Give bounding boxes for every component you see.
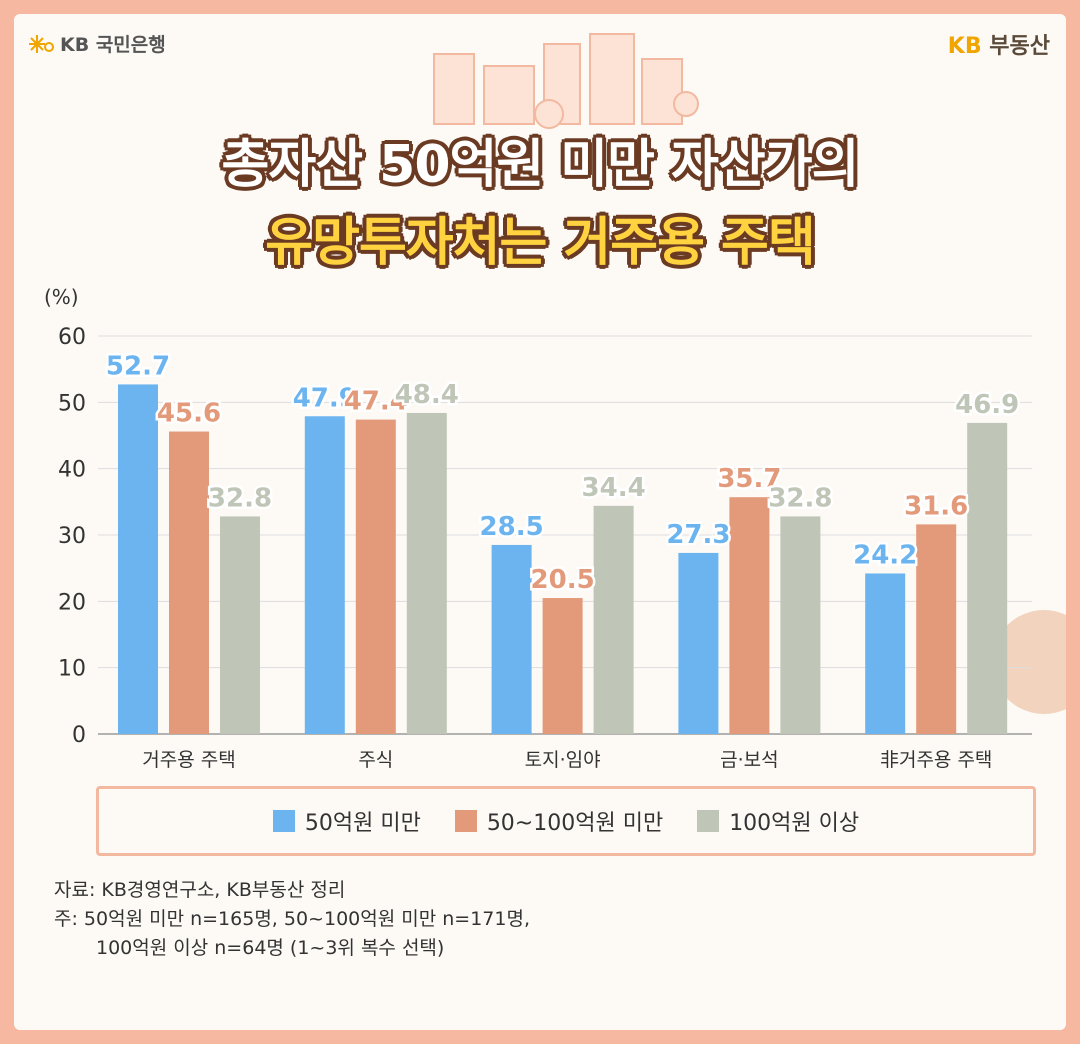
bank-logo-text: KB 국민은행 (60, 34, 166, 56)
bar (220, 516, 260, 734)
bar (304, 416, 345, 734)
title-line-2: 유망투자처는 거주용 주택 (265, 213, 815, 273)
legend-label-series-1: 50억원 미만 (304, 811, 421, 836)
legend-item-series-3: 100억원 이상 (697, 805, 859, 837)
x-tick-label: 거주용 주택 (142, 749, 235, 771)
bar (491, 544, 532, 734)
data-label: 24.2 (853, 540, 917, 570)
data-label: 27.3 (666, 520, 730, 550)
y-tick-label: 10 (58, 657, 86, 682)
bar (967, 422, 1008, 734)
kb-bank-logo: KB 국민은행 (28, 30, 166, 57)
y-tick-label: 40 (58, 458, 86, 483)
bar (169, 431, 209, 734)
bar-chart: (%) 0 10 20 30 40 50 60 52.7 45.6 32.8 47.947.448… (44, 285, 1066, 771)
brand-logo-kb: KB (947, 34, 982, 59)
sample-note-line-1: 주: 50억원 미만 n=165명, 50~100억원 미만 n=171명, (54, 908, 530, 930)
bar (355, 419, 396, 734)
infographic-frame: KB 국민은행 KB 부동산 총자산 50억원 미만 자산가의 유망투자처는 거… (14, 14, 1066, 1030)
y-tick-label: 50 (58, 391, 86, 416)
city-skyline-illustration (433, 33, 699, 129)
bar (916, 524, 957, 734)
y-tick-label: 20 (58, 590, 86, 615)
x-tick-label: 非거주용 주택 (880, 749, 992, 771)
x-tick-label: 토지·임야 (525, 749, 601, 771)
legend-label-series-3: 100억원 이상 (729, 811, 860, 836)
bar (729, 497, 770, 734)
bar (542, 598, 583, 734)
data-label: 32.8 (768, 483, 832, 513)
y-tick-label: 0 (72, 723, 86, 748)
bar (406, 412, 447, 734)
bar (865, 573, 906, 734)
legend-swatch-series-1 (272, 810, 295, 832)
legend-swatch-series-2 (454, 810, 477, 832)
x-tick-label: 금·보석 (720, 749, 778, 771)
legend-swatch-series-3 (697, 810, 720, 832)
y-tick-label: 30 (58, 524, 86, 549)
brand-logo-text: 부동산 (989, 34, 1050, 59)
source-note: 자료: KB경영연구소, KB부동산 정리 (54, 879, 346, 901)
kb-realestate-logo: KB 부동산 (948, 28, 1050, 60)
data-label: 20.5 (531, 565, 595, 595)
data-label: 35.7 (717, 464, 781, 494)
legend-item-series-1: 50억원 미만 (272, 805, 421, 837)
bar (678, 552, 719, 734)
data-label: 28.5 (480, 512, 544, 542)
legend-label-series-2: 50~100억원 미만 (486, 811, 664, 836)
data-label: 31.6 (904, 491, 968, 521)
title-line-1: 총자산 50억원 미만 자산가의 (221, 135, 860, 195)
x-tick-label: 주식 (358, 749, 393, 771)
data-label: 47.9 (293, 383, 357, 413)
legend-item-series-2: 50~100억원 미만 (454, 805, 664, 837)
data-label: 48.4 (395, 380, 459, 410)
sample-note-line-2: 100억원 이상 n=64명 (1~3위 복수 선택) (96, 937, 445, 959)
data-label: 34.4 (582, 473, 646, 503)
chart-legend: 50억원 미만 50~100억원 미만 100억원 이상 (96, 786, 1036, 856)
data-label: 46.9 (955, 390, 1019, 420)
y-axis-unit: (%) (44, 285, 79, 309)
data-label: 45.6 (157, 399, 221, 429)
star-icon (29, 34, 54, 53)
data-label: 52.7 (106, 351, 170, 381)
coin-decoration (992, 610, 1066, 714)
bar (593, 505, 634, 734)
chart-notes: 자료: KB경영연구소, KB부동산 정리 주: 50억원 미만 n=165명,… (54, 876, 530, 963)
y-tick-label: 60 (58, 325, 86, 350)
data-label: 47.4 (344, 387, 408, 417)
bar (118, 384, 158, 734)
data-label: 32.8 (208, 483, 272, 513)
bar (780, 516, 821, 734)
